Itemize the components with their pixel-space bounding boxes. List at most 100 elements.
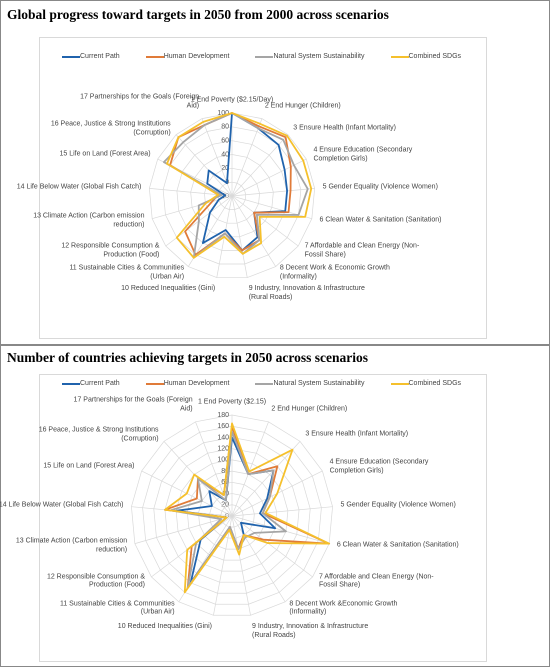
chart-title: Global progress toward targets in 2050 f…	[7, 7, 389, 22]
category-label: 12 Responsible Consumption & Production …	[46, 572, 146, 589]
category-label: 13 Climate Action (Carbon emission reduc…	[33, 212, 145, 228]
plot-area	[39, 374, 487, 662]
r-tick-label: 0	[225, 513, 229, 520]
r-tick-label: 40	[221, 151, 229, 158]
grid-ring	[164, 448, 300, 583]
legend-label: Combined SDGs	[408, 380, 462, 387]
legend-swatch	[390, 383, 409, 385]
grid-ring	[148, 112, 316, 278]
category-label: 6 Clean Water & Sanitation (Sanitation)	[336, 541, 459, 549]
category-label: 10 Reduced Inequalities (Gini)	[121, 285, 216, 293]
legend-label: Current Path	[80, 53, 120, 60]
r-tick-label: 120	[217, 446, 229, 453]
category-label: 5 Gender Equality (Violence Women)	[322, 183, 438, 191]
legend-swatch	[62, 56, 80, 58]
series-line	[169, 430, 287, 589]
category-label: 4 Ensure Education (Secondary Completion…	[313, 146, 413, 163]
category-label: 2 End Hunger (Children)	[264, 102, 341, 110]
spoke	[231, 134, 289, 197]
r-tick-label: 160	[217, 423, 229, 430]
category-label: 1 End Poverty ($2.15)	[197, 398, 267, 406]
legend-label: Natural System Sustainability	[273, 380, 365, 387]
category-label: 3 Ensure Health (Infant Mortality)	[293, 124, 397, 132]
spoke	[231, 421, 269, 517]
grid-ring	[131, 414, 333, 616]
category-label: 16 Peace, Justice & Strong Institutions …	[38, 426, 159, 443]
category-label: 2 End Hunger (Children)	[271, 405, 348, 413]
r-tick-label: 80	[221, 468, 229, 475]
category-label: 4 Ensure Education (Secondary Completion…	[329, 458, 429, 475]
category-label: 8 Decent Work & Economic Growth (Informa…	[279, 264, 390, 281]
r-tick-label: 100	[217, 457, 229, 464]
category-label: 9 Industry, Innovation & Infrastructure …	[248, 285, 365, 302]
series-line	[201, 112, 288, 252]
category-label: 12 Responsible Consumption & Production …	[61, 242, 160, 258]
grid-ring	[217, 181, 247, 210]
spoke	[175, 134, 233, 197]
r-tick-label: 20	[221, 165, 229, 172]
series-line	[164, 422, 331, 594]
series-line	[164, 425, 331, 589]
r-tick-label: 140	[217, 434, 229, 441]
legend-swatch	[255, 56, 274, 58]
category-label: 13 Climate Action (Carbon emission reduc…	[15, 537, 128, 553]
spoke	[231, 187, 315, 197]
category-label: 16 Peace, Justice & Strong Institutions …	[50, 120, 171, 136]
spoke	[231, 515, 313, 578]
r-tick-label: 20	[221, 502, 229, 509]
r-tick-label: 40	[221, 490, 229, 497]
spoke	[134, 515, 233, 544]
grid-ring	[142, 425, 322, 605]
plot-area	[39, 37, 487, 339]
category-label: 17 Partnerships for the Goals (Foreign A…	[73, 396, 193, 413]
category-label: 1 End Poverty ($2.15/Day)	[190, 96, 274, 104]
category-label: 15 Life on Land (Forest Area)	[59, 151, 151, 159]
category-label: 5 Gender Equality (Violence Women)	[340, 501, 456, 509]
legend-item: Natural System Sustainability	[255, 380, 365, 387]
grid-ring	[220, 504, 244, 528]
spoke	[231, 515, 286, 603]
category-label: 14 Life Below Water (Global Fish Catch)	[16, 183, 142, 191]
legend-label: Current Path	[80, 380, 120, 387]
category-label: 11 Sustainable Cities & Communities (Urb…	[59, 599, 175, 616]
spoke	[231, 195, 248, 278]
legend-label: Natural System Sustainability	[273, 53, 365, 60]
series-line	[166, 112, 313, 259]
legend-swatch	[62, 383, 80, 385]
category-label: 11 Sustainable Cities & Communities (Urb…	[69, 264, 185, 281]
legend: Current Path Human Development Natural Sys…	[62, 380, 461, 387]
legend-swatch	[145, 56, 164, 58]
r-tick-label: 180	[217, 412, 229, 419]
legend-item: Human Development	[145, 380, 230, 387]
category-label: 8 Decent Work &Economic Growth (Informal…	[289, 599, 398, 616]
panel: Global progress toward targets in 2050 f…	[0, 0, 550, 345]
category-label: 14 Life Below Water (Global Fish Catch)	[0, 501, 124, 509]
category-label: 9 Industry, Innovation & Infrastructure …	[252, 623, 369, 639]
r-tick-label: 60	[221, 138, 229, 145]
category-label: 6 Clean Water & Sanitation (Sanitation)	[319, 216, 442, 224]
legend-item: Human Development	[145, 53, 230, 60]
category-label: 7 Affordable and Clean Energy (Non-Fossi…	[318, 572, 434, 589]
grid-ring	[153, 437, 311, 594]
grid-ring	[162, 126, 302, 265]
legend-label: Human Development	[163, 53, 230, 60]
legend-label: Human Development	[163, 380, 230, 387]
chart-title: Number of countries achieving targets in…	[7, 350, 368, 365]
legend-item: Combined SDGs	[390, 380, 462, 387]
legend-swatch	[145, 383, 164, 385]
r-tick-label: 100	[217, 110, 229, 117]
spoke	[231, 195, 276, 267]
legend-item: Combined SDGs	[390, 53, 461, 60]
spoke	[231, 195, 299, 247]
legend-item: Natural System Sustainability	[255, 53, 365, 60]
grid-ring	[176, 140, 288, 251]
r-tick-label: 80	[221, 124, 229, 131]
spoke	[231, 506, 333, 517]
legend-item: Current Path	[62, 53, 120, 60]
spoke	[231, 118, 263, 197]
series-line	[162, 112, 309, 259]
grid-ring	[175, 459, 289, 572]
category-label: 15 Life on Land (Forest Area)	[43, 463, 135, 471]
